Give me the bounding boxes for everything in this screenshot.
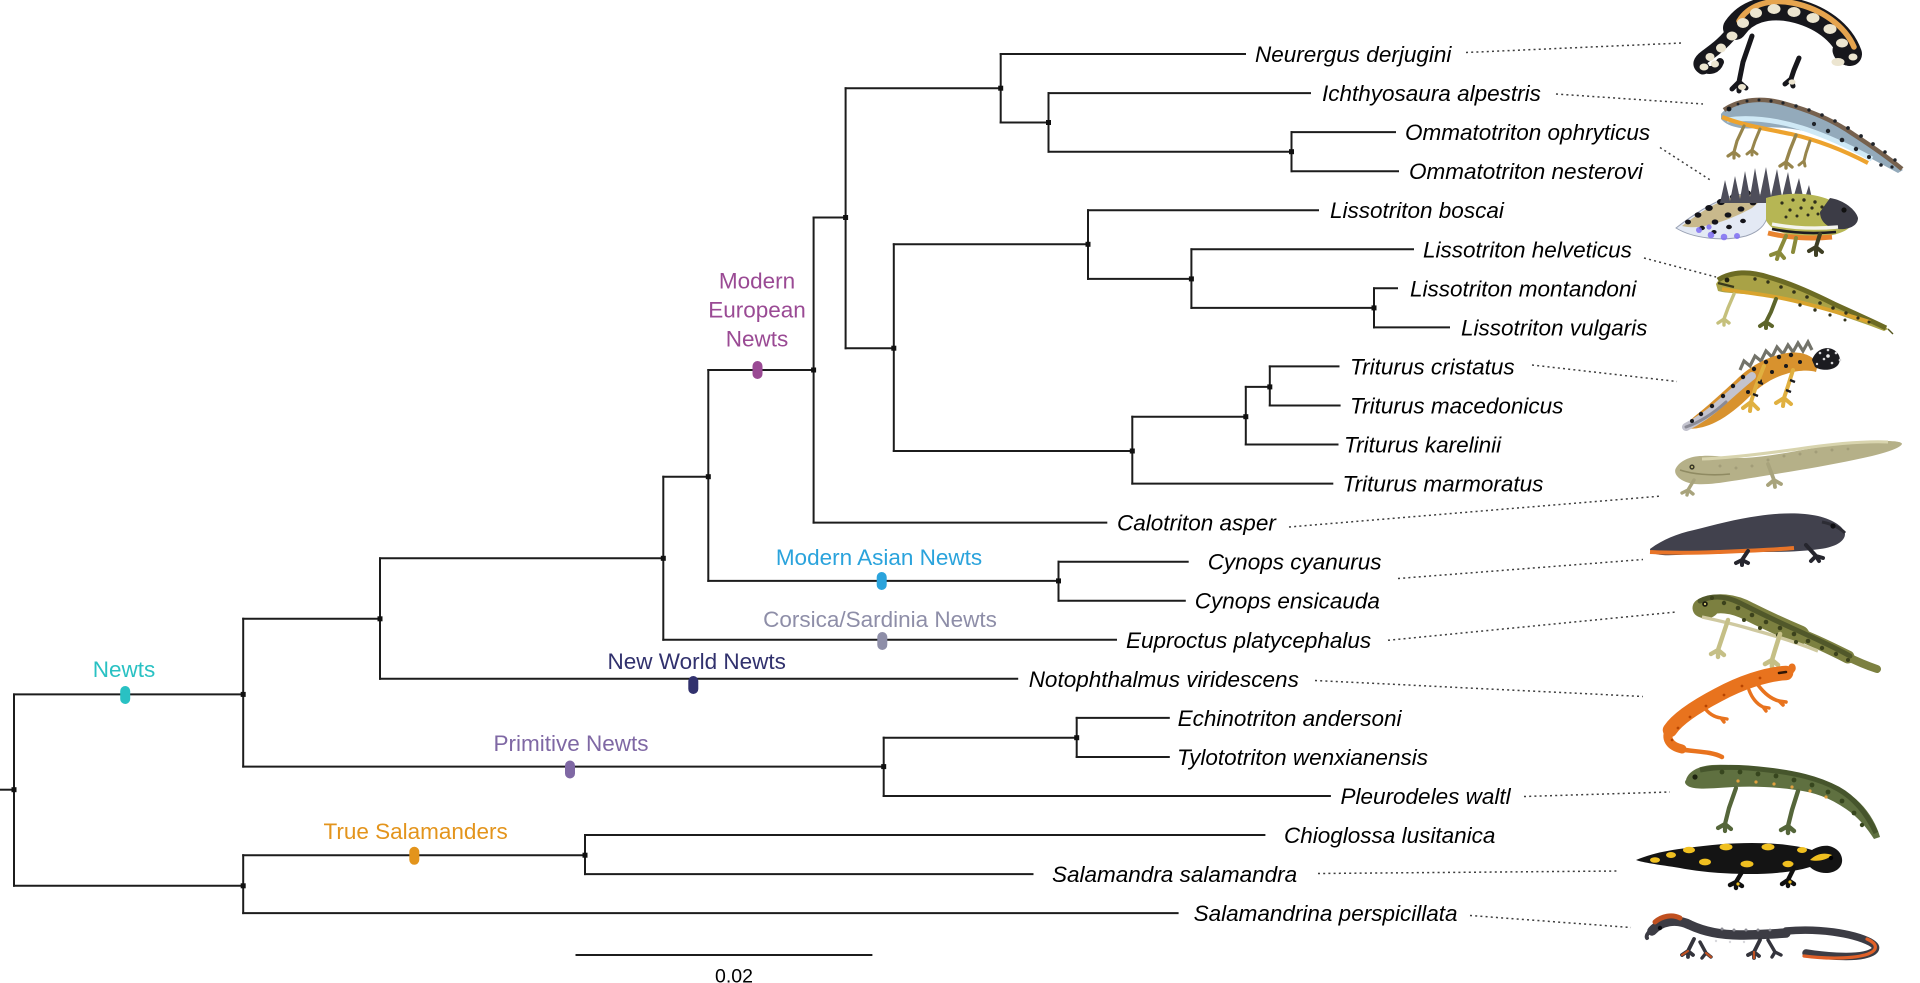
svg-text:Lissotriton helveticus: Lissotriton helveticus xyxy=(1423,237,1632,262)
svg-text:Triturus cristatus: Triturus cristatus xyxy=(1350,354,1515,379)
svg-text:Lissotriton montandoni: Lissotriton montandoni xyxy=(1410,276,1637,301)
svg-text:Ommatotriton nesterovi: Ommatotriton nesterovi xyxy=(1409,159,1644,184)
svg-text:European: European xyxy=(708,298,806,323)
svg-text:Ichthyosaura alpestris: Ichthyosaura alpestris xyxy=(1322,81,1541,106)
svg-text:Chioglossa lusitanica: Chioglossa lusitanica xyxy=(1284,823,1495,848)
svg-text:Modern: Modern xyxy=(719,269,795,294)
svg-text:Triturus macedonicus: Triturus macedonicus xyxy=(1350,394,1563,419)
svg-text:Notophthalmus viridescens: Notophthalmus viridescens xyxy=(1029,667,1299,692)
svg-text:Lissotriton vulgaris: Lissotriton vulgaris xyxy=(1461,315,1647,340)
svg-text:Salamandra salamandra: Salamandra salamandra xyxy=(1052,862,1297,887)
svg-text:Neurergus derjugini: Neurergus derjugini xyxy=(1255,42,1452,67)
svg-text:Pleurodeles waltl: Pleurodeles waltl xyxy=(1341,784,1512,809)
svg-text:Cynops ensicauda: Cynops ensicauda xyxy=(1195,589,1380,614)
svg-text:Ommatotriton ophryticus: Ommatotriton ophryticus xyxy=(1405,120,1650,145)
svg-text:Corsica/Sardinia Newts: Corsica/Sardinia Newts xyxy=(763,607,997,632)
svg-text:Calotriton asper: Calotriton asper xyxy=(1117,511,1277,536)
svg-text:Echinotriton andersoni: Echinotriton andersoni xyxy=(1178,706,1403,731)
svg-text:Newts: Newts xyxy=(93,657,156,682)
svg-text:Triturus marmoratus: Triturus marmoratus xyxy=(1343,472,1544,497)
svg-text:Euproctus platycephalus: Euproctus platycephalus xyxy=(1126,628,1371,653)
svg-text:Tylototriton wenxianensis: Tylototriton wenxianensis xyxy=(1177,745,1428,770)
svg-text:Salamandrina perspicillata: Salamandrina perspicillata xyxy=(1194,901,1458,926)
svg-text:Lissotriton boscai: Lissotriton boscai xyxy=(1330,198,1505,223)
svg-text:Cynops cyanurus: Cynops cyanurus xyxy=(1208,550,1382,575)
svg-text:0.02: 0.02 xyxy=(715,966,753,983)
svg-text:New World Newts: New World Newts xyxy=(608,649,786,674)
svg-text:Newts: Newts xyxy=(726,327,789,352)
svg-text:Primitive Newts: Primitive Newts xyxy=(493,731,648,756)
svg-text:True Salamanders: True Salamanders xyxy=(323,819,507,844)
svg-text:Modern Asian Newts: Modern Asian Newts xyxy=(776,545,982,570)
svg-text:Triturus karelinii: Triturus karelinii xyxy=(1344,433,1502,458)
